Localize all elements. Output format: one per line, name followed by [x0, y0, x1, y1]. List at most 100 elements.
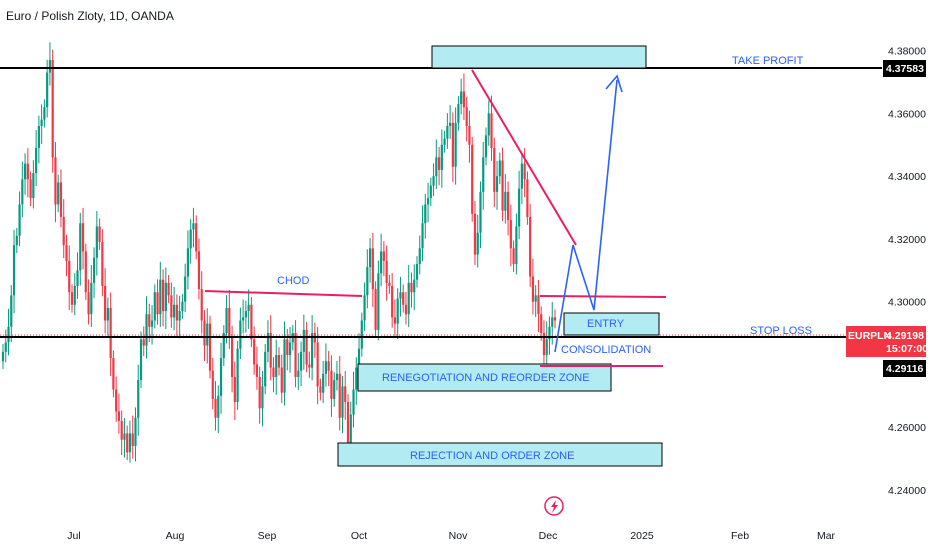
candle-body	[526, 179, 529, 217]
candle-body	[12, 245, 16, 296]
rejection-zone-label: REJECTION AND ORDER ZONE	[410, 450, 574, 462]
candle-body	[495, 176, 499, 192]
candle-body	[51, 60, 54, 158]
candle-body	[327, 361, 330, 371]
candle-body	[10, 295, 13, 327]
candle-body	[534, 295, 537, 302]
level-price-tag[interactable]: 4.29116	[883, 360, 926, 377]
candle-body	[170, 295, 173, 318]
candle-body	[410, 282, 413, 293]
candle-body	[402, 292, 405, 305]
y-tick-label: 4.32000	[888, 234, 926, 246]
candle-body	[156, 292, 159, 315]
candle-body	[333, 380, 336, 399]
candle-body	[487, 113, 490, 136]
x-tick-label: Nov	[449, 530, 468, 542]
y-tick-label: 4.36000	[888, 108, 926, 120]
x-tick-label: Jul	[67, 530, 80, 542]
entry-box[interactable]	[563, 312, 660, 336]
level-price-text: 4.29116	[886, 363, 924, 375]
candle-body	[368, 248, 372, 268]
candle-body	[184, 276, 187, 302]
candle-body	[551, 317, 554, 327]
candle-body	[200, 289, 203, 321]
candle-body	[435, 157, 438, 177]
candle-body	[426, 198, 430, 205]
candle-body	[148, 314, 151, 327]
candle-body	[443, 138, 446, 145]
candle-body	[142, 339, 145, 346]
take-profit-zone[interactable]	[431, 45, 647, 69]
candle-body	[95, 226, 98, 258]
candle-body	[161, 279, 165, 312]
candle-body	[48, 60, 52, 73]
countdown-text: 15:07:00	[886, 343, 928, 355]
projection-path[interactable]	[554, 79, 618, 353]
candles	[1, 42, 557, 463]
candle-body	[518, 188, 521, 227]
last-price-tag[interactable]: EURPLN 4.29198 15:07:00	[846, 326, 928, 357]
candle-body	[242, 317, 245, 321]
x-tick-label: Sep	[258, 530, 277, 542]
downtrend-line[interactable]	[471, 69, 577, 246]
candle-body	[79, 223, 82, 271]
candle-body	[7, 326, 10, 343]
renegotiation-zone[interactable]	[357, 363, 612, 392]
candle-body	[195, 223, 198, 252]
price-axis[interactable]: 4.240004.260004.280004.300004.320004.340…	[888, 46, 926, 497]
candle-body	[299, 351, 303, 371]
candle-body	[101, 242, 104, 286]
chod-line[interactable]	[204, 290, 363, 297]
candle-body	[134, 417, 137, 446]
candle-body	[504, 191, 507, 211]
candle-body	[175, 304, 178, 321]
candle-body	[128, 433, 132, 453]
rejection-zone[interactable]	[337, 442, 663, 467]
candle-body	[460, 91, 463, 105]
candle-body	[92, 257, 96, 283]
candle-body	[374, 289, 377, 330]
candle-body	[21, 179, 24, 205]
candle-body	[189, 229, 192, 249]
candle-body	[275, 355, 278, 377]
candle-body	[261, 386, 264, 409]
candle-body	[1, 351, 5, 362]
drawings: TAKE PROFIT STOP LOSS CHOD ENTRY CONSOLI…	[0, 45, 882, 516]
candle-body	[244, 311, 247, 318]
candle-body	[308, 364, 311, 368]
consolidation-top-line[interactable]	[539, 295, 667, 298]
candle-body	[471, 144, 474, 214]
candle-body	[186, 248, 190, 277]
candle-body	[264, 351, 267, 387]
x-tick-label: Feb	[731, 530, 749, 542]
candle-body	[225, 307, 228, 334]
candle-body	[208, 323, 212, 371]
candle-body	[366, 267, 369, 296]
take-profit-price-tag[interactable]: 4.37583	[883, 60, 926, 77]
candle-body	[178, 311, 181, 321]
candle-body	[98, 226, 101, 243]
lightning-icon[interactable]	[544, 496, 564, 516]
candle-body	[490, 113, 493, 148]
candle-body	[192, 223, 195, 230]
candle-body	[451, 122, 454, 167]
candle-body	[330, 370, 333, 399]
x-tick-label: Dec	[539, 530, 558, 542]
candle-body	[388, 282, 391, 286]
take-profit-label: TAKE PROFIT	[732, 55, 804, 67]
candle-body	[197, 251, 201, 290]
candle-body	[250, 304, 253, 340]
candle-body	[493, 147, 496, 192]
candle-body	[40, 119, 43, 126]
candle-body	[46, 72, 49, 108]
candle-body	[37, 125, 40, 148]
x-tick-label: Oct	[351, 530, 367, 542]
candle-body	[35, 147, 38, 174]
candle-body	[228, 307, 231, 337]
candle-body	[355, 367, 358, 390]
time-axis[interactable]: Jul Aug Sep Oct Nov Dec 2025 Feb Mar	[67, 530, 835, 542]
candle-body	[222, 333, 225, 359]
candle-body	[311, 333, 314, 368]
candle-body	[76, 270, 79, 286]
